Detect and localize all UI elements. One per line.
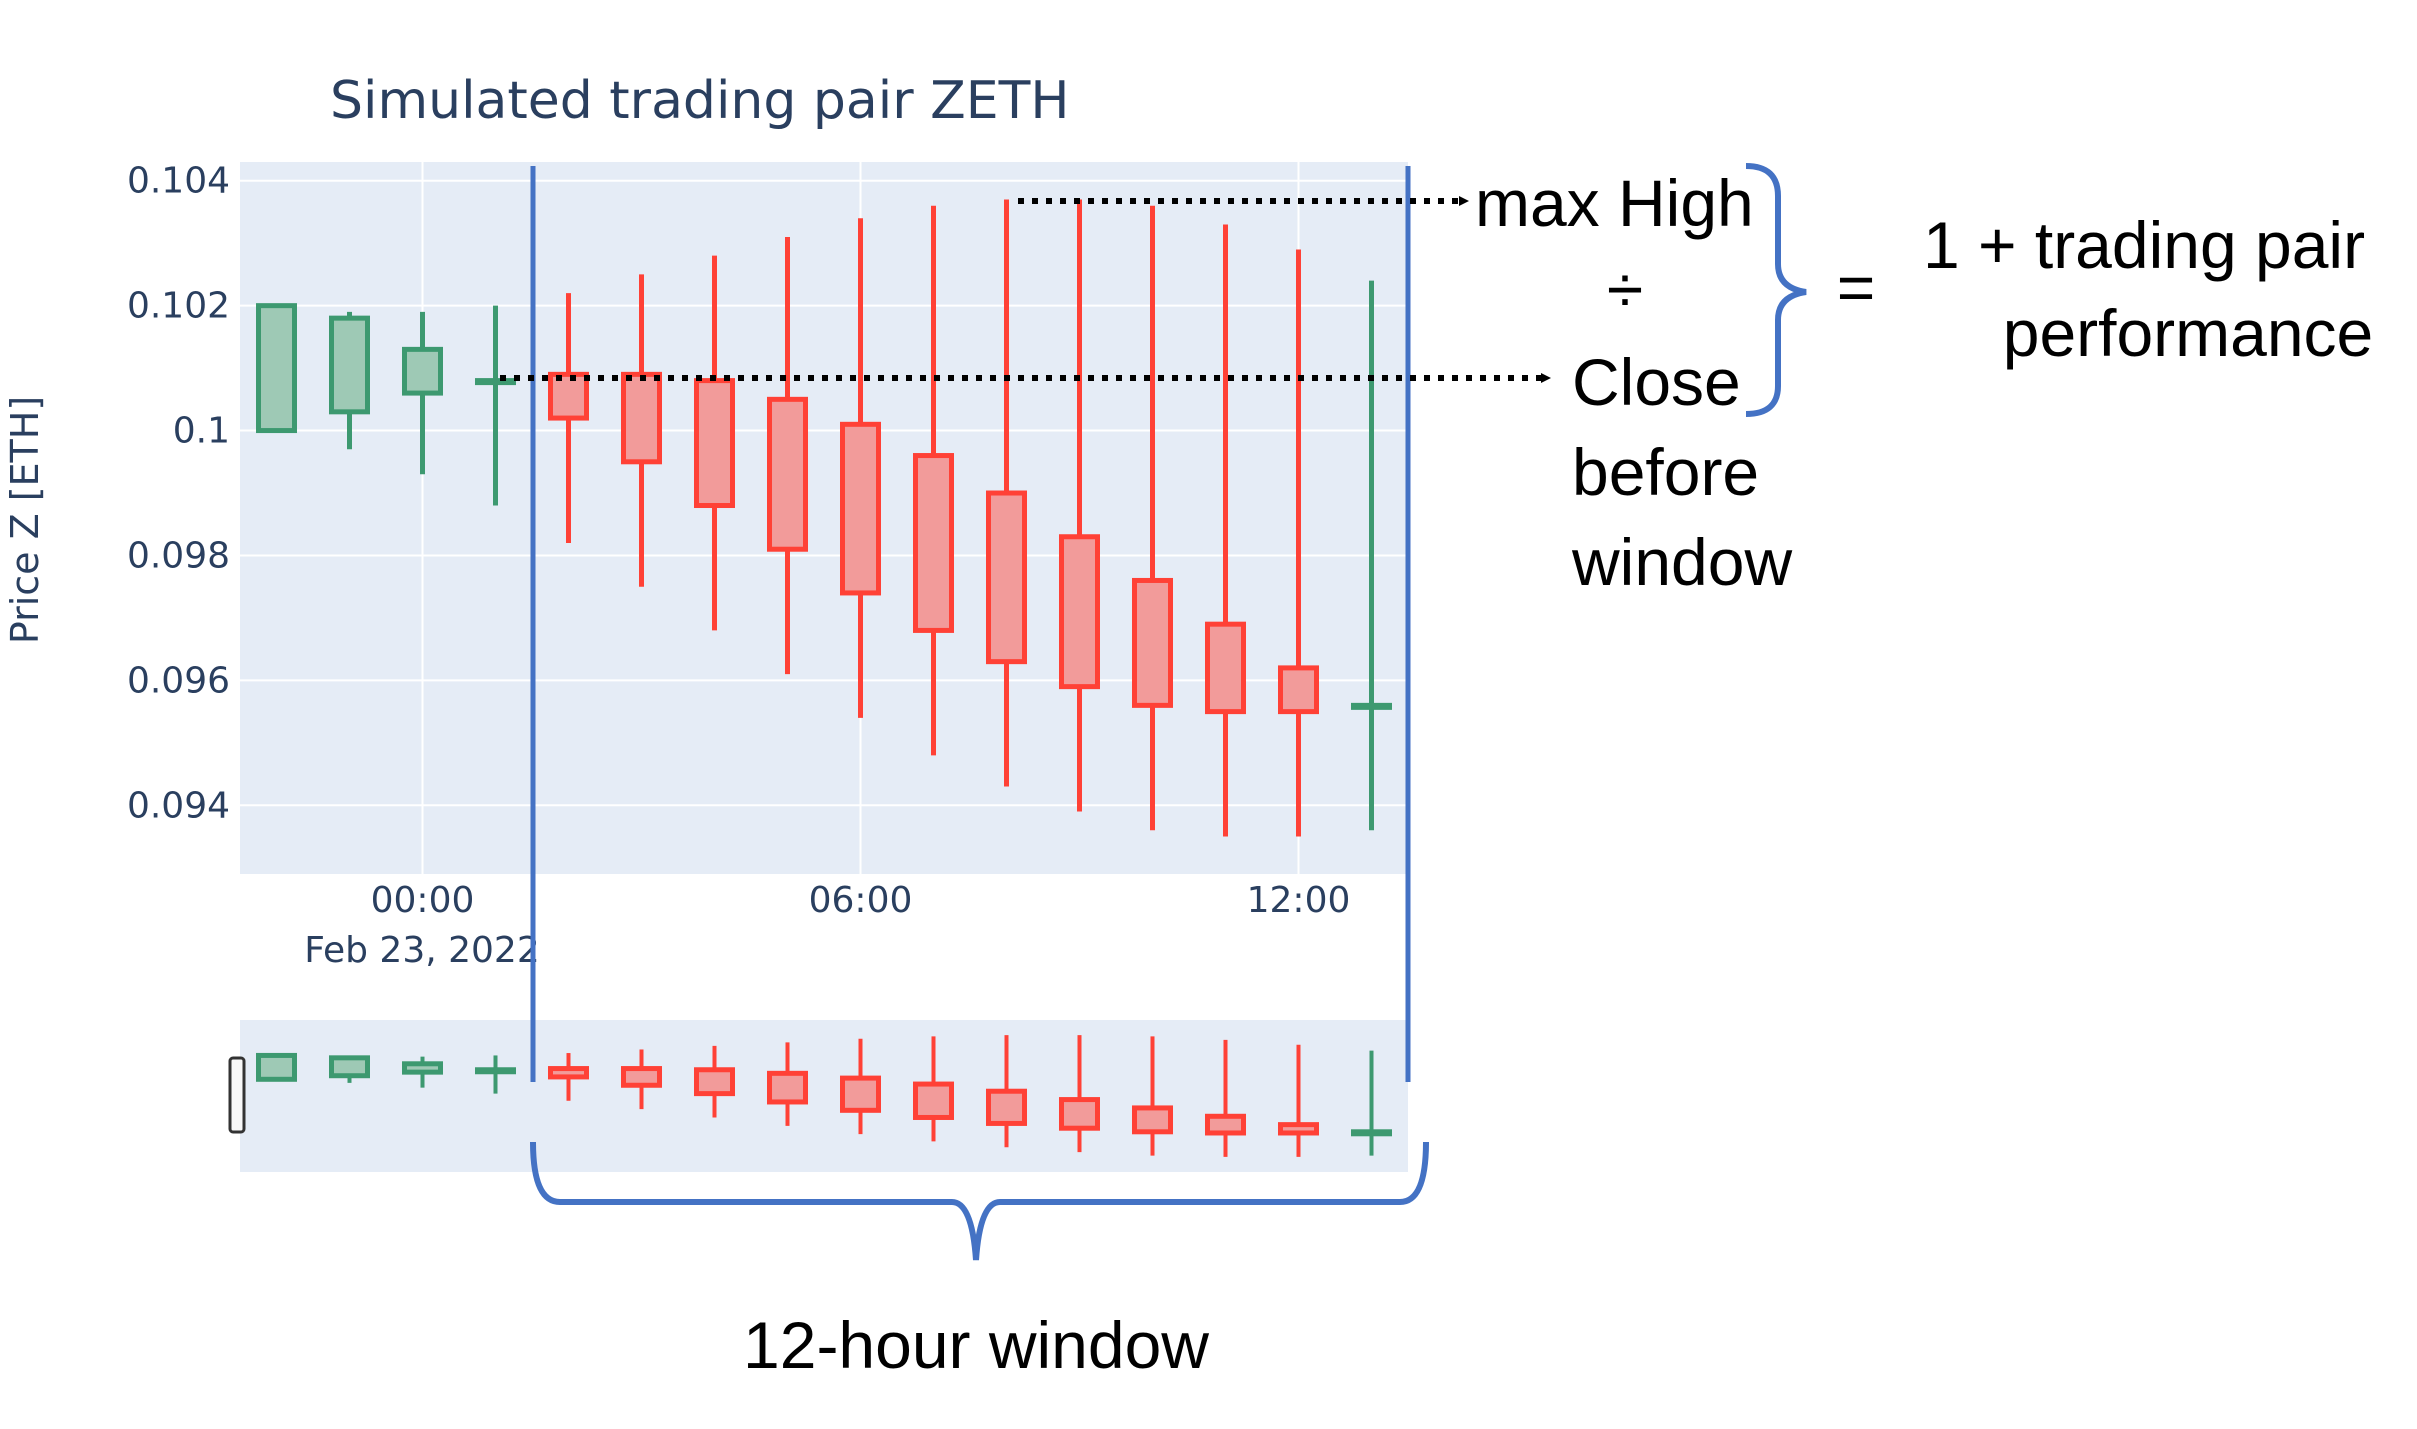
max-high-label: max High [1475,166,1754,240]
close-label-3: window [1571,525,1792,599]
candle-body [767,396,808,552]
candles [256,199,1392,837]
range-slider-handle[interactable] [228,1056,246,1134]
y-tick-label: 0.102 [127,286,230,327]
y-tick-label: 0.094 [127,785,230,826]
candle-body [1132,577,1173,708]
mini-candle [548,1053,589,1101]
mini-candle [1205,1039,1246,1157]
candle-body [986,490,1027,665]
mini-candle-body [548,1066,589,1080]
close-label-2: before [1572,435,1759,509]
y-tick-label: 0.104 [127,161,230,202]
mini-candle-body [840,1075,881,1113]
mini-candle-body [986,1088,1027,1126]
candle-decreasing [1132,205,1173,831]
mini-candle [402,1056,443,1088]
candle-body [1278,665,1319,715]
x-date-label: Feb 23, 2022 [304,930,540,971]
mini-candle [840,1038,881,1135]
candle-body [1205,621,1246,715]
mini-candle-body [1205,1113,1246,1136]
mini-candle [767,1042,808,1126]
mini-candle [1278,1044,1319,1157]
candle-decreasing [986,199,1027,787]
plot-area [240,162,1408,874]
result-label-1: 1 + trading pair [1923,208,2365,282]
window-label: 12-hour window [743,1308,1209,1382]
mini-candle [621,1049,662,1110]
candle-body [256,303,297,434]
y-tick-label: 0.098 [127,535,230,576]
candle-body [329,315,370,415]
candle-decreasing [548,293,589,543]
candle-decreasing [767,236,808,675]
mini-candle-body [1132,1105,1173,1135]
candle-body [913,453,954,633]
mini-candle-body [1278,1122,1319,1136]
divide-label: ÷ [1607,252,1643,326]
candle-increasing [256,303,297,434]
y-tick-label: 0.1 [173,411,230,452]
candle-body [840,421,881,596]
ratio-brace [1745,163,1807,417]
mini-candle-body [913,1081,954,1120]
x-tick-label: 06:00 [809,880,913,921]
mini-candle-body [475,1067,516,1075]
mini-candle-body [621,1066,662,1088]
candle-decreasing [694,255,735,631]
mini-candle-body [767,1070,808,1105]
candle-body [402,346,443,396]
candle-increasing [402,311,443,475]
mini-candle [1059,1035,1100,1153]
mini-candle-body [329,1055,370,1079]
mini-candle [694,1045,735,1118]
y-axis-label: Price Z [ETH] [3,396,47,644]
mini-candle-body [1059,1097,1100,1131]
x-axis-ticks: 00:00 06:00 12:00 [371,880,1351,921]
mini-candle-body [694,1067,735,1097]
mini-candle [329,1055,370,1083]
mini-candle [1351,1050,1392,1156]
mini-candle [256,1052,297,1082]
y-axis-ticks: 0.104 0.102 0.1 0.098 0.096 0.094 [127,161,230,827]
chart-title: Simulated trading pair ZETH [330,71,1069,131]
mini-candle [913,1036,954,1142]
close-label-1: Close [1572,345,1741,419]
candle-decreasing [1059,199,1100,812]
candle-decreasing [1205,224,1246,837]
x-tick-label: 12:00 [1247,880,1351,921]
candle-body [1351,702,1392,710]
window-brace [530,1141,1429,1261]
x-tick-label: 00:00 [371,880,475,921]
mini-candle-body [256,1052,297,1082]
mini-candle-body [402,1061,443,1075]
candle-decreasing [913,205,954,756]
mini-candle-body [1351,1129,1392,1137]
candle-body [1059,534,1100,690]
candle-decreasing [840,218,881,718]
candle-body [694,378,735,509]
candle-decreasing [1278,249,1319,837]
range-slider-candles [256,1035,1392,1157]
candle-body [548,371,589,421]
mini-candle [986,1035,1027,1148]
result-label-2: performance [2003,296,2374,370]
candle-increasing [475,305,516,506]
mini-candle [475,1055,516,1094]
equals-sign: = [1837,250,1876,324]
y-tick-label: 0.096 [127,660,230,701]
candle-increasing [1351,280,1392,831]
mini-candle [1132,1036,1173,1156]
range-slider[interactable] [240,1020,1408,1172]
candle-decreasing [621,274,662,587]
candle-body [475,378,516,386]
candle-increasing [329,311,370,450]
candle-body [621,371,662,465]
